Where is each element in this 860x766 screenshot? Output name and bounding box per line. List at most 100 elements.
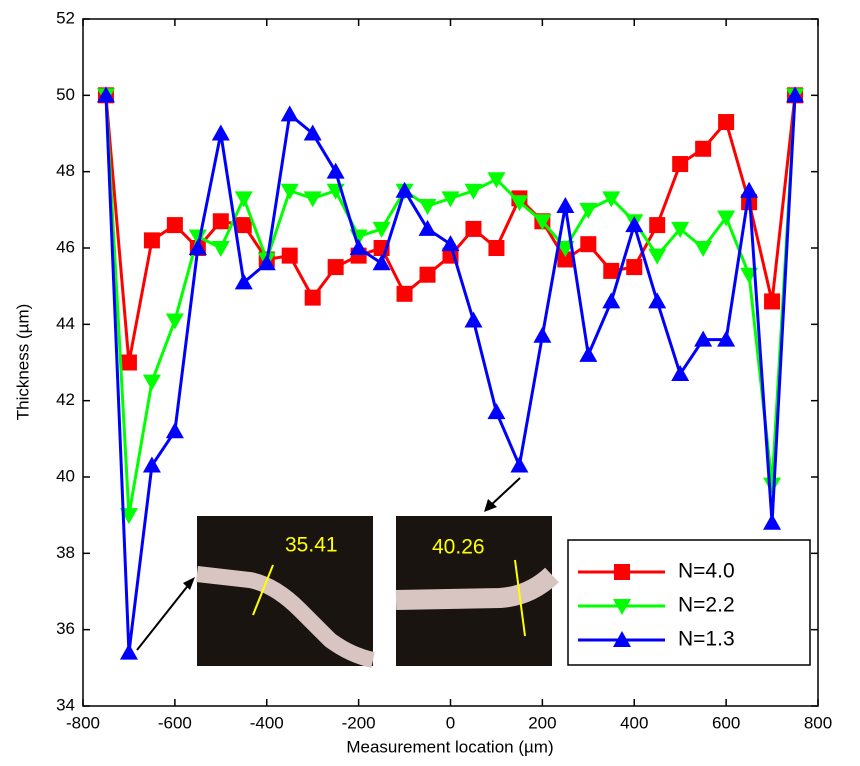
fiber (395, 567, 559, 610)
legend-label: N=4.0 (678, 560, 735, 583)
marker (557, 251, 574, 268)
marker (166, 217, 183, 234)
marker (96, 86, 115, 103)
x-tick-label: -400 (250, 713, 284, 732)
marker (281, 247, 298, 264)
marker (326, 162, 345, 179)
marker (142, 456, 161, 473)
marker (165, 422, 184, 439)
y-tick-label: 48 (56, 161, 75, 180)
marker (763, 477, 782, 494)
marker (694, 330, 713, 347)
marker (165, 313, 184, 330)
x-tick-label: 800 (804, 713, 832, 732)
marker (234, 191, 253, 208)
marker (671, 221, 690, 238)
marker (533, 214, 552, 231)
arrow-head (183, 577, 195, 590)
marker (280, 105, 299, 122)
x-tick-label: -200 (342, 713, 376, 732)
x-tick-label: -600 (158, 713, 192, 732)
marker (327, 259, 344, 276)
fiber (196, 566, 375, 668)
y-tick-label: 38 (56, 543, 75, 562)
marker (717, 210, 736, 227)
marker (510, 456, 529, 473)
marker (372, 254, 391, 271)
marker (649, 217, 666, 234)
y-tick-label: 50 (56, 85, 75, 104)
arrow (489, 477, 521, 507)
marker (602, 191, 621, 208)
legend-marker (613, 631, 631, 647)
marker (419, 266, 436, 283)
marker (718, 114, 735, 131)
legend-label: N=2.2 (678, 594, 735, 617)
marker (533, 326, 552, 343)
marker (694, 241, 713, 257)
marker (648, 292, 667, 309)
y-tick-label: 42 (56, 390, 75, 409)
marker (211, 241, 230, 257)
marker (142, 374, 161, 391)
x-axis-label: Measurement location (µm) (346, 737, 553, 756)
marker (303, 124, 322, 141)
y-tick-label: 52 (56, 8, 75, 27)
marker (579, 202, 598, 219)
legend-marker (613, 599, 631, 615)
y-tick-label: 36 (56, 619, 75, 638)
marker (579, 345, 598, 362)
insets: 35.41 40.26 (136, 477, 559, 668)
marker (510, 195, 529, 212)
marker (304, 289, 321, 306)
marker (717, 330, 736, 347)
thickness-marker (514, 559, 526, 637)
marker (695, 140, 712, 157)
legend-marker (614, 564, 630, 580)
marker (303, 191, 322, 208)
x-tick-label: 600 (712, 713, 740, 732)
y-axis-label: Thickness (µm) (13, 304, 32, 421)
marker (671, 364, 690, 381)
marker (556, 197, 575, 214)
annotation: 35.41 (285, 534, 338, 557)
marker (488, 240, 505, 256)
marker (625, 216, 644, 233)
marker (119, 643, 138, 660)
arrow-head (484, 499, 497, 512)
marker (280, 183, 299, 200)
marker (603, 262, 620, 279)
marker (349, 239, 368, 255)
x-tick-label: 400 (620, 713, 648, 732)
marker (372, 221, 391, 238)
marker (763, 513, 782, 530)
legend-label: N=1.3 (678, 628, 735, 651)
marker (418, 219, 437, 236)
marker (465, 220, 482, 237)
thickness-marker (252, 564, 274, 616)
marker (464, 183, 483, 200)
y-tick-label: 40 (56, 466, 75, 485)
marker (740, 181, 759, 198)
legend-box (567, 539, 811, 666)
marker (212, 213, 229, 230)
y-tick-label: 46 (56, 237, 75, 256)
y-tick-label: 44 (56, 314, 75, 333)
annotation: 40.26 (432, 536, 485, 559)
marker (580, 236, 597, 253)
marker (143, 232, 160, 249)
marker (764, 293, 781, 310)
marker (396, 285, 413, 302)
marker (234, 273, 253, 290)
x-tick-label: -800 (66, 713, 100, 732)
marker (257, 254, 276, 271)
marker (487, 172, 506, 189)
marker (464, 311, 483, 328)
marker (235, 217, 252, 234)
x-tick-label: 200 (528, 713, 556, 732)
arrow (136, 582, 191, 651)
marker (441, 191, 460, 208)
x-tick-label: 0 (446, 713, 455, 732)
marker (626, 259, 643, 276)
